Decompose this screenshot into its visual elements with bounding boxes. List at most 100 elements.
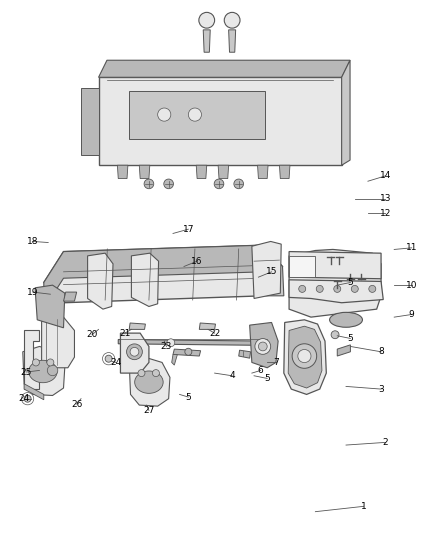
Ellipse shape xyxy=(135,371,163,393)
Circle shape xyxy=(234,179,244,189)
Polygon shape xyxy=(99,77,342,165)
Circle shape xyxy=(369,285,376,293)
Circle shape xyxy=(199,12,215,28)
Polygon shape xyxy=(229,30,236,52)
Text: 27: 27 xyxy=(143,406,155,415)
Circle shape xyxy=(351,285,358,293)
Polygon shape xyxy=(252,241,281,298)
Polygon shape xyxy=(129,357,170,406)
Circle shape xyxy=(152,369,159,377)
Text: 11: 11 xyxy=(406,244,417,252)
Circle shape xyxy=(255,338,271,354)
Circle shape xyxy=(224,12,240,28)
Text: 22: 22 xyxy=(209,329,220,337)
Polygon shape xyxy=(131,253,159,306)
Circle shape xyxy=(47,359,54,366)
Text: 19: 19 xyxy=(27,288,39,296)
Circle shape xyxy=(144,179,154,189)
Text: 4: 4 xyxy=(230,372,235,380)
Polygon shape xyxy=(263,245,284,296)
Polygon shape xyxy=(258,165,268,179)
Polygon shape xyxy=(24,384,44,400)
Polygon shape xyxy=(117,165,128,179)
Text: 21: 21 xyxy=(119,329,131,337)
Polygon shape xyxy=(289,249,381,317)
Circle shape xyxy=(47,365,58,376)
Circle shape xyxy=(298,350,311,362)
Polygon shape xyxy=(42,314,74,368)
Text: 24: 24 xyxy=(18,394,30,403)
Text: 5: 5 xyxy=(347,278,353,287)
Polygon shape xyxy=(342,60,350,165)
Text: 14: 14 xyxy=(380,172,391,180)
Polygon shape xyxy=(64,292,77,301)
Text: 10: 10 xyxy=(406,281,417,289)
Text: 16: 16 xyxy=(191,257,203,265)
Polygon shape xyxy=(139,165,150,179)
Circle shape xyxy=(334,285,341,293)
Polygon shape xyxy=(239,350,251,358)
Text: 23: 23 xyxy=(161,342,172,351)
Text: 1: 1 xyxy=(360,502,367,511)
Circle shape xyxy=(214,179,224,189)
Circle shape xyxy=(158,108,171,121)
Polygon shape xyxy=(172,354,177,365)
Circle shape xyxy=(331,331,339,338)
Text: 26: 26 xyxy=(71,400,82,408)
Circle shape xyxy=(188,108,201,121)
Circle shape xyxy=(167,339,175,346)
Polygon shape xyxy=(99,60,350,77)
Circle shape xyxy=(32,359,39,366)
Polygon shape xyxy=(44,245,263,309)
Polygon shape xyxy=(250,322,278,368)
Polygon shape xyxy=(288,326,322,388)
Text: 3: 3 xyxy=(378,385,384,393)
Polygon shape xyxy=(23,346,65,395)
Text: 15: 15 xyxy=(266,268,277,276)
Text: 5: 5 xyxy=(185,393,191,401)
Polygon shape xyxy=(279,165,290,179)
Circle shape xyxy=(130,348,139,356)
Text: 5: 5 xyxy=(347,334,353,343)
Circle shape xyxy=(316,285,323,293)
Polygon shape xyxy=(88,253,113,309)
Polygon shape xyxy=(81,88,99,155)
Text: 17: 17 xyxy=(183,225,194,233)
Ellipse shape xyxy=(330,312,363,327)
Text: 20: 20 xyxy=(86,330,98,339)
Text: 9: 9 xyxy=(409,310,415,319)
Text: 8: 8 xyxy=(378,348,384,356)
Polygon shape xyxy=(173,349,201,356)
Polygon shape xyxy=(44,245,283,303)
Polygon shape xyxy=(24,330,39,389)
Polygon shape xyxy=(284,320,326,394)
Text: 24: 24 xyxy=(110,358,122,367)
Polygon shape xyxy=(129,91,265,139)
Circle shape xyxy=(24,395,31,402)
Circle shape xyxy=(127,344,142,360)
Circle shape xyxy=(138,369,145,377)
Polygon shape xyxy=(199,323,215,329)
Polygon shape xyxy=(218,165,229,179)
Circle shape xyxy=(258,342,267,351)
Text: 2: 2 xyxy=(383,438,388,447)
Text: 13: 13 xyxy=(380,195,391,203)
Ellipse shape xyxy=(29,360,57,383)
Text: 12: 12 xyxy=(380,209,391,217)
Text: 7: 7 xyxy=(273,358,279,367)
Polygon shape xyxy=(118,340,269,345)
Text: 25: 25 xyxy=(21,368,32,376)
Polygon shape xyxy=(203,30,210,52)
Polygon shape xyxy=(196,165,207,179)
Circle shape xyxy=(105,355,112,362)
Text: 5: 5 xyxy=(264,374,270,383)
Text: 18: 18 xyxy=(27,237,39,246)
Text: 6: 6 xyxy=(258,366,264,375)
Polygon shape xyxy=(35,285,65,328)
Circle shape xyxy=(164,179,173,189)
Polygon shape xyxy=(289,280,383,303)
Polygon shape xyxy=(289,256,315,277)
Circle shape xyxy=(185,348,192,356)
Polygon shape xyxy=(129,323,145,329)
Circle shape xyxy=(292,344,317,368)
